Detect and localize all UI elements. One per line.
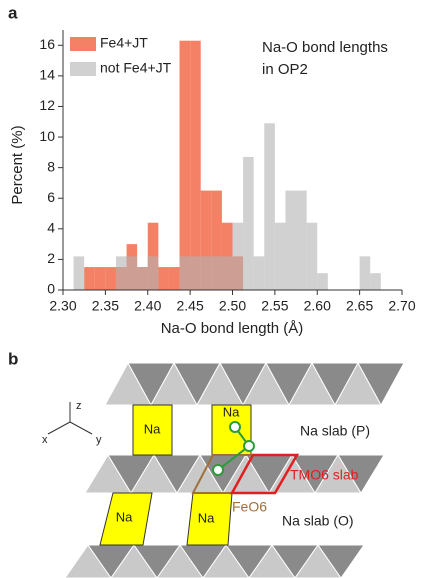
histogram-bar xyxy=(274,222,286,290)
histogram-bar xyxy=(158,267,169,290)
histogram-bar xyxy=(306,222,318,290)
octahedron-label: FeO6 xyxy=(232,499,267,515)
shape xyxy=(337,454,385,494)
atom xyxy=(212,464,224,476)
axis-label: x xyxy=(42,434,48,446)
site-label: Na xyxy=(223,404,240,419)
histogram-bar xyxy=(73,256,85,290)
histogram-bar xyxy=(137,267,148,290)
histogram-bar xyxy=(84,267,95,290)
histogram-bar xyxy=(370,273,381,290)
histogram-bar xyxy=(253,256,265,290)
y-tick-label: 6 xyxy=(47,189,55,205)
histogram-bar xyxy=(200,190,212,290)
x-tick-label: 2.40 xyxy=(134,298,161,314)
y-tick-label: 12 xyxy=(39,97,55,113)
y-tick-label: 4 xyxy=(47,220,55,236)
histogram-bar xyxy=(115,256,127,290)
histogram-bar xyxy=(296,190,307,290)
shape xyxy=(132,404,173,456)
legend-label: not Fe4+JT xyxy=(100,60,172,76)
annotation: in OP2 xyxy=(262,61,308,78)
histogram-bar xyxy=(147,256,159,290)
shape xyxy=(317,544,365,578)
structure-diagram: Na Na Na Na z x y Na slab (P) TMO6 slab Na slab (… xyxy=(42,361,405,578)
y-tick-label: 14 xyxy=(39,67,55,83)
histogram-bar xyxy=(94,267,106,290)
annotation: Na-O bond lengths xyxy=(262,39,388,56)
layer-label: Na slab (P) xyxy=(300,423,370,439)
y-tick-label: 2 xyxy=(47,250,55,266)
site-label: Na xyxy=(144,421,161,436)
histogram-bar xyxy=(179,40,191,290)
y-tick-label: 0 xyxy=(47,281,55,297)
histogram-bar xyxy=(200,256,212,290)
x-tick-label: 2.70 xyxy=(388,298,415,314)
histogram-bar xyxy=(359,256,371,290)
histogram-bar xyxy=(264,123,275,290)
site-label: Na xyxy=(116,509,133,524)
panel-label: a xyxy=(8,3,18,22)
histogram-bar xyxy=(211,256,222,290)
histogram-bar xyxy=(317,273,328,290)
histogram-bar xyxy=(126,256,138,290)
histogram-bar xyxy=(221,256,233,290)
axis-arrow xyxy=(69,421,93,435)
y-tick-label: 16 xyxy=(39,36,55,52)
x-tick-label: 2.65 xyxy=(346,298,373,314)
histogram-bar xyxy=(190,40,201,290)
atom xyxy=(229,421,241,433)
legend-label: Fe4+JT xyxy=(100,35,148,51)
y-tick-label: 10 xyxy=(39,128,55,144)
x-tick-label: 2.50 xyxy=(219,298,246,314)
x-tick-label: 2.35 xyxy=(92,298,119,314)
site-label: Na xyxy=(198,510,215,525)
x-tick-label: 2.55 xyxy=(261,298,288,314)
histogram-bar xyxy=(285,190,297,290)
histogram-bar xyxy=(179,256,191,290)
x-tick-label: 2.45 xyxy=(177,298,204,314)
y-tick-label: 8 xyxy=(47,158,55,174)
histogram-bar xyxy=(105,267,116,290)
panel-label: b xyxy=(8,349,18,368)
histogram-bar xyxy=(190,256,201,290)
histogram-bar xyxy=(232,222,244,290)
axis-label: y xyxy=(96,434,102,446)
x-tick-label: 2.30 xyxy=(49,298,76,314)
legend-swatch xyxy=(70,62,96,76)
x-tick-label: 2.60 xyxy=(304,298,331,314)
y-axis-label: Percent (%) xyxy=(9,125,26,204)
atom xyxy=(243,440,255,452)
layer-label: Na slab (O) xyxy=(282,513,354,529)
histogram-bar xyxy=(168,267,180,290)
shape xyxy=(99,492,153,546)
x-axis-label: Na-O bond length (Å) xyxy=(161,320,304,337)
histogram-bar xyxy=(211,190,222,290)
shape xyxy=(357,362,405,407)
axis-arrow xyxy=(47,421,71,435)
axis-label: z xyxy=(76,400,82,412)
legend-swatch xyxy=(70,37,96,51)
shape xyxy=(229,453,300,495)
histogram-bar xyxy=(243,156,254,290)
layer-label: TMO6 slab xyxy=(290,467,359,483)
